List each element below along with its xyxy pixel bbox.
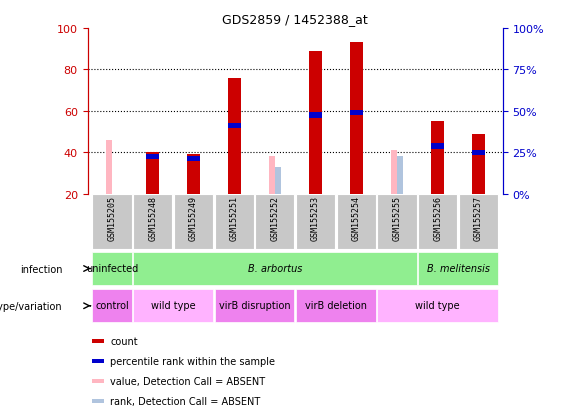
Bar: [228, 78, 241, 194]
Text: percentile rank within the sample: percentile rank within the sample: [110, 356, 275, 366]
Bar: [337, 194, 376, 250]
Bar: [174, 194, 213, 250]
Text: genotype/variation: genotype/variation: [0, 301, 62, 311]
Bar: [418, 252, 498, 285]
Text: GSM155205: GSM155205: [107, 196, 116, 241]
Bar: [92, 379, 104, 383]
Bar: [106, 140, 112, 194]
Bar: [459, 194, 498, 250]
Text: GSM155248: GSM155248: [148, 196, 157, 241]
Bar: [472, 150, 485, 155]
Bar: [133, 194, 172, 250]
Text: wild type: wild type: [151, 300, 195, 310]
Bar: [431, 144, 444, 149]
Title: GDS2859 / 1452388_at: GDS2859 / 1452388_at: [223, 13, 368, 26]
Bar: [431, 122, 444, 194]
Text: value, Detection Call = ABSENT: value, Detection Call = ABSENT: [110, 376, 266, 386]
Bar: [377, 194, 416, 250]
Bar: [92, 359, 104, 363]
Bar: [377, 290, 498, 323]
Text: uninfected: uninfected: [86, 263, 138, 273]
Bar: [392, 151, 397, 194]
Bar: [350, 111, 363, 116]
Text: virB deletion: virB deletion: [305, 300, 367, 310]
Text: control: control: [95, 300, 129, 310]
Bar: [215, 290, 294, 323]
Text: GSM155255: GSM155255: [393, 196, 402, 241]
Text: rank, Detection Call = ABSENT: rank, Detection Call = ABSENT: [110, 396, 260, 406]
Bar: [93, 290, 132, 323]
Bar: [397, 157, 403, 194]
Text: virB disruption: virB disruption: [219, 300, 290, 310]
Bar: [255, 194, 294, 250]
Bar: [296, 290, 376, 323]
Text: GSM155257: GSM155257: [474, 196, 483, 241]
Bar: [296, 194, 335, 250]
Text: GSM155254: GSM155254: [352, 196, 361, 241]
Text: GSM155249: GSM155249: [189, 196, 198, 241]
Bar: [187, 155, 200, 194]
Bar: [146, 154, 159, 159]
Text: GSM155252: GSM155252: [271, 196, 279, 241]
Bar: [215, 194, 254, 250]
Text: GSM155251: GSM155251: [229, 196, 238, 241]
Bar: [92, 339, 104, 343]
Bar: [146, 153, 159, 194]
Text: count: count: [110, 336, 138, 346]
Bar: [472, 134, 485, 194]
Bar: [92, 399, 104, 403]
Text: B. melitensis: B. melitensis: [427, 263, 489, 273]
Bar: [133, 252, 416, 285]
Bar: [93, 252, 132, 285]
Text: GSM155256: GSM155256: [433, 196, 442, 241]
Bar: [187, 157, 200, 161]
Bar: [350, 43, 363, 194]
Bar: [309, 52, 322, 194]
Text: infection: infection: [20, 264, 62, 274]
Text: B. arbortus: B. arbortus: [247, 263, 302, 273]
Text: GSM155253: GSM155253: [311, 196, 320, 241]
Bar: [309, 113, 322, 118]
Bar: [93, 194, 132, 250]
Bar: [418, 194, 457, 250]
Bar: [133, 290, 213, 323]
Text: wild type: wild type: [415, 300, 460, 310]
Bar: [228, 123, 241, 128]
Bar: [269, 157, 275, 194]
Bar: [275, 167, 281, 194]
